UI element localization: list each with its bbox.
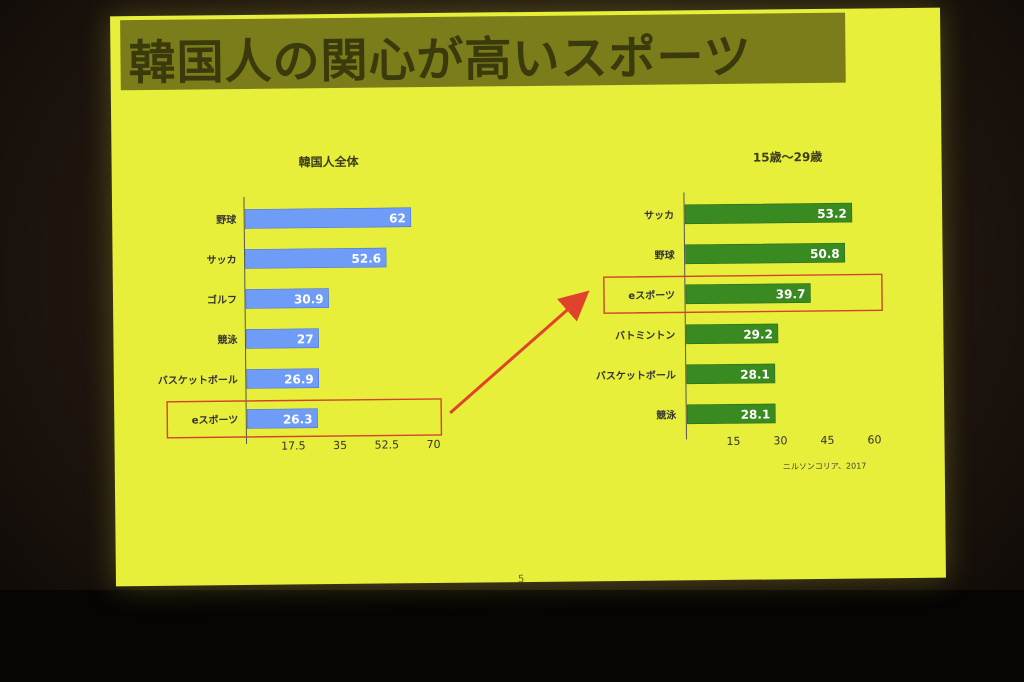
bar [685,242,846,265]
bar [686,363,776,385]
category-label: バトミントン [615,329,675,342]
data-label: 52.6 [351,252,381,266]
x-tick-label: 17.5 [281,439,306,452]
bar [245,247,387,269]
bar [246,408,318,429]
y-axis-line [243,196,248,444]
highlight-arrow [449,290,590,414]
page-number: 5 [517,574,525,586]
category-label: サッカ [207,254,237,266]
category-label: 野球 [216,213,237,226]
bar [244,207,412,229]
bar [246,328,319,349]
bar [685,283,811,305]
x-tick-label: 30 [773,434,787,447]
data-label: 29.2 [743,327,773,341]
auditorium-floor [0,590,1024,682]
y-axis-line [683,192,687,440]
x-tick-label: 35 [333,439,347,452]
data-label: 39.7 [776,287,806,301]
category-label: 競泳 [217,333,238,346]
category-label: バスケットボール [158,373,238,387]
data-label: 26.3 [283,412,313,426]
category-label: eスポーツ [628,288,675,301]
category-label: ゴルフ [207,293,237,306]
category-label: 野球 [655,248,676,261]
data-label: 62 [389,211,406,225]
bar [246,368,320,389]
x-tick-label: 60 [867,433,881,446]
x-tick-label: 52.5 [374,438,399,451]
data-label: 30.9 [294,292,324,306]
data-label: 28.1 [741,407,771,421]
bar [686,403,776,425]
category-label: eスポーツ [192,413,239,426]
highlight-box [166,398,443,439]
category-label: バスケットボール [596,368,676,382]
slide: 韓国人の関心が高いスポーツ 韓国人全体 野球 62 サッカ 52.6 ゴルフ 30.9 競泳 2… [110,7,946,587]
bar [684,202,853,225]
data-label: 53.2 [817,207,847,221]
category-label: 競泳 [656,408,677,421]
data-label: 28.1 [740,367,770,381]
x-tick-label: 45 [820,434,834,447]
bar [245,288,329,309]
highlight-box [603,273,883,314]
source-note: ニルソンコリア、2017 [783,461,867,471]
data-label: 50.8 [810,247,840,261]
data-label: 27 [297,332,314,346]
chart-title: 韓国人全体 [298,154,359,170]
x-tick-label: 15 [726,435,740,448]
x-tick-label: 70 [426,438,440,451]
bar [685,323,779,345]
chart-title: 15歳〜29歳 [753,149,823,165]
data-label: 26.9 [284,372,314,386]
category-label: サッカ [644,209,674,221]
